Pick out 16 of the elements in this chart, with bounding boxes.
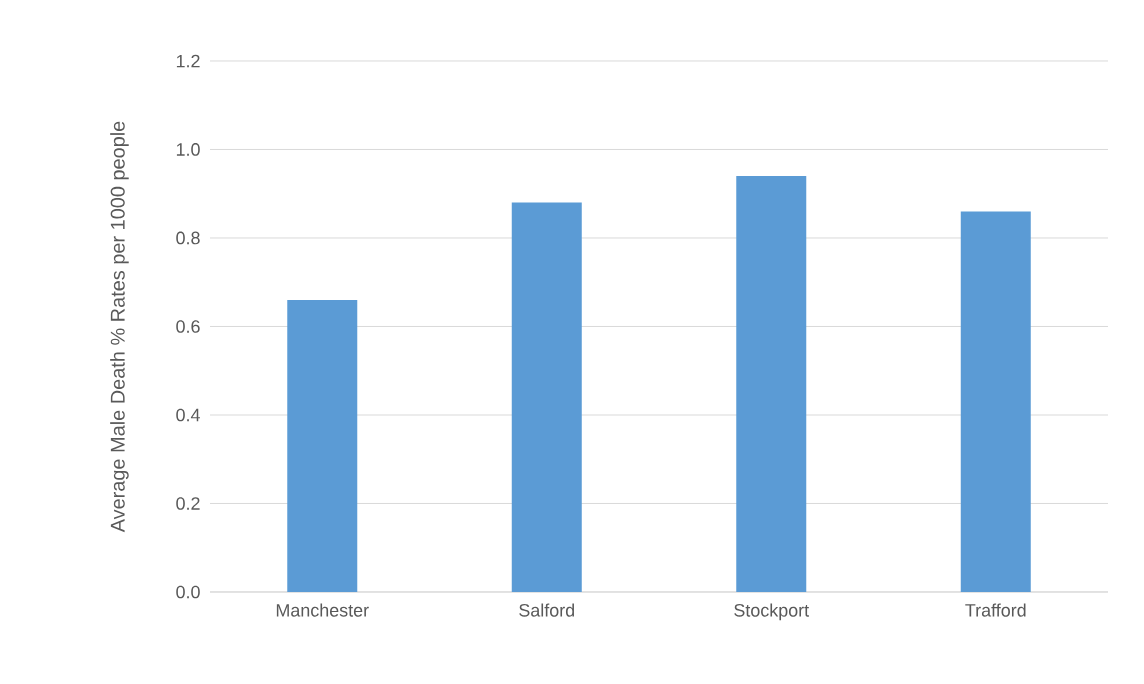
x-tick-label: Manchester (276, 603, 369, 617)
y-tick-label: 0.4 (176, 408, 200, 422)
bar (960, 211, 1031, 592)
x-tick-label: Stockport (734, 603, 810, 621)
bar (287, 299, 358, 592)
y-tick-label: 0.6 (176, 320, 200, 333)
y-tick-label: 1.0 (176, 143, 200, 156)
bar (511, 202, 582, 592)
bar (736, 176, 807, 592)
y-tick-label: 0.0 (176, 585, 200, 599)
x-tick-label: Salford (519, 603, 574, 617)
y-tick-label: 0.2 (176, 497, 200, 510)
x-tick-label: Trafford (965, 603, 1026, 617)
y-tick-label: 1.2 (176, 54, 200, 68)
y-axis-title: Average Male Death % Rates per 1000 people (110, 121, 129, 533)
y-tick-label: 0.8 (176, 231, 200, 245)
